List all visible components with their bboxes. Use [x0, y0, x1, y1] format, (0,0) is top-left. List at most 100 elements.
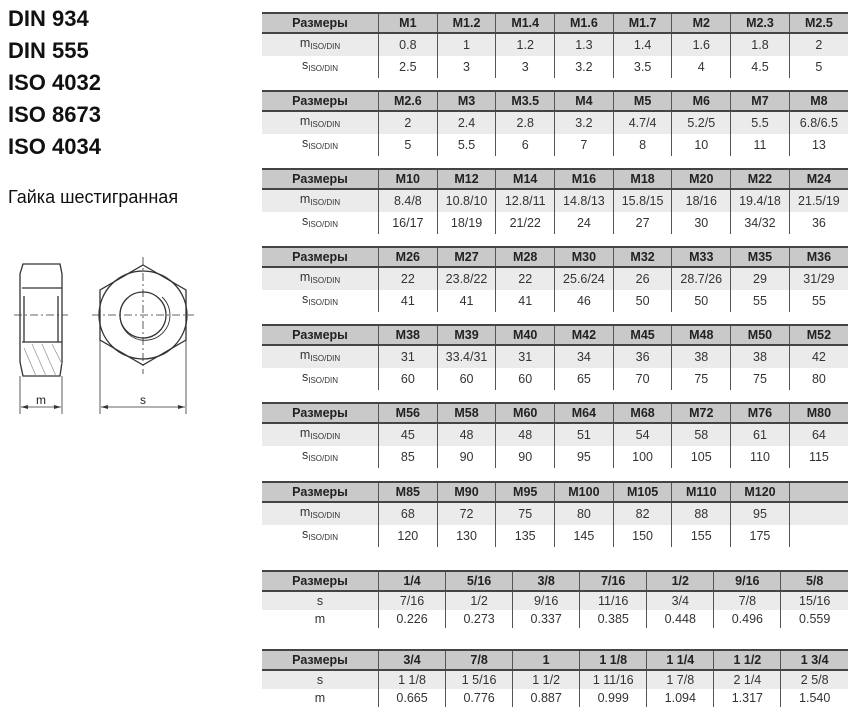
value-cell: 1.8 [730, 33, 790, 56]
value-cell: 1.2 [495, 33, 555, 56]
row-label: mISO/DIN [262, 502, 379, 525]
value-cell: 75 [495, 502, 555, 525]
size-header-cell: M4 [554, 90, 614, 112]
value-cell: 29 [730, 267, 790, 290]
value-cell: 8 [612, 134, 672, 156]
value-cell: 22 [495, 267, 555, 290]
size-header-cell: M27 [436, 246, 496, 268]
size-header-cell: M80 [788, 402, 848, 424]
value-cell: 1.094 [646, 689, 714, 707]
size-header-cell: M38 [378, 324, 438, 346]
size-header-cell: M7 [730, 90, 790, 112]
table-row: m 0.665 0.776 0.887 0.999 1.094 1.317 1.540 [262, 689, 848, 707]
size-header-cell: M56 [378, 402, 438, 424]
standard-title: DIN 934 [8, 6, 89, 31]
value-cell: 21.5/19 [788, 189, 848, 212]
header-label: Размеры [262, 168, 379, 190]
value-cell: 26 [612, 267, 672, 290]
table-row: mISO/DIN 2 2.4 2.8 3.2 4.7/4 5.2/5 5.5 6.8/6.5 [262, 111, 848, 134]
row-label-symbol: m [299, 114, 311, 128]
value-cell: 45 [378, 423, 438, 446]
value-cell: 7/8 [713, 591, 781, 610]
row-label-subscript: ISO/DIN [310, 120, 341, 129]
value-cell: 145 [554, 525, 614, 547]
value-cell: 13 [788, 134, 848, 156]
value-cell: 1.6 [671, 33, 731, 56]
table-row: sISO/DIN 5 5.5 6 7 8 10 11 13 [262, 134, 848, 156]
size-header-cell: M76 [730, 402, 790, 424]
row-label: sISO/DIN [262, 134, 379, 156]
row-label-symbol: m [299, 270, 311, 284]
value-cell: 0.496 [713, 610, 781, 628]
m-dimension-label: m [36, 393, 46, 407]
value-cell: 28.7/26 [671, 267, 731, 290]
size-header-cell: M32 [612, 246, 672, 268]
size-table: Размеры 3/4 7/8 1 1 1/8 1 1/4 1 1/2 1 3/4 s 1 1/8… [262, 649, 848, 707]
table-row: s 1 1/8 1 5/16 1 1/2 1 11/16 1 7/8 2 1/4 2 5/8 [262, 670, 848, 689]
row-label-symbol: m [299, 505, 311, 519]
size-table: Размеры M1 M1.2 M1.4 M1.6 M1.7 M2 M2.3 M2.5 mISO/… [262, 12, 848, 78]
size-header-cell: M20 [671, 168, 731, 190]
size-header-cell: M33 [671, 246, 731, 268]
table-row: sISO/DIN 120 130 135 145 150 155 175 [262, 525, 848, 547]
table-header-row: Размеры M10 M12 M14 M16 M18 M20 M22 M24 [262, 168, 848, 190]
size-header-cell: 7/8 [445, 649, 513, 671]
table-header-row: Размеры M85 M90 M95 M100 M105 M110 M120 [262, 481, 848, 503]
value-cell: 90 [495, 446, 555, 468]
value-cell: 1.3 [554, 33, 614, 56]
size-header-cell: M1 [378, 12, 438, 34]
row-label: mISO/DIN [262, 189, 379, 212]
value-cell: 0.337 [512, 610, 580, 628]
row-label: sISO/DIN [262, 212, 379, 234]
value-cell: 5.5 [730, 111, 790, 134]
size-header-cell: M24 [788, 168, 848, 190]
size-table: Размеры M38 M39 M40 M42 M45 M48 M50 M52 mISO/DIN 3… [262, 324, 848, 390]
standard-title: ISO 4032 [8, 70, 101, 95]
header-label: Размеры [262, 246, 379, 268]
size-header-cell: M18 [612, 168, 672, 190]
value-cell: 11/16 [579, 591, 647, 610]
size-table: Размеры M10 M12 M14 M16 M18 M20 M22 M24 mISO/DIN 8… [262, 168, 848, 234]
table-header-row: Размеры M38 M39 M40 M42 M45 M48 M50 M52 [262, 324, 848, 346]
value-cell: 1 [436, 33, 496, 56]
row-label: mISO/DIN [262, 345, 379, 368]
value-cell [788, 525, 848, 547]
value-cell: 42 [788, 345, 848, 368]
value-cell: 0.226 [377, 610, 446, 628]
size-header-cell: M100 [554, 481, 614, 503]
size-header-cell: M26 [378, 246, 438, 268]
value-cell: 3/4 [646, 591, 714, 610]
value-cell: 80 [554, 502, 614, 525]
size-header-cell: M5 [612, 90, 672, 112]
value-cell: 5 [378, 134, 438, 156]
value-cell: 10 [671, 134, 731, 156]
value-cell: 6.8/6.5 [788, 111, 848, 134]
row-label-subscript: ISO/DIN [310, 276, 341, 285]
size-header-cell: M2.5 [788, 12, 848, 34]
size-header-cell: M42 [554, 324, 614, 346]
value-cell: 22 [378, 267, 438, 290]
value-cell: 18/16 [671, 189, 731, 212]
size-header-cell: M6 [671, 90, 731, 112]
row-label-subscript: ISO/DIN [310, 198, 341, 207]
row-label: sISO/DIN [262, 525, 379, 547]
size-header-cell: 7/16 [579, 570, 647, 592]
size-header-cell: M14 [495, 168, 555, 190]
value-cell: 33.4/31 [436, 345, 496, 368]
size-header-cell: 9/16 [713, 570, 781, 592]
value-cell: 41 [436, 290, 496, 312]
row-label-symbol: s [301, 214, 309, 228]
value-cell: 31 [378, 345, 438, 368]
product-subtitle: Гайка шестигранная [8, 187, 179, 207]
row-label-symbol: s [301, 136, 309, 150]
table-row: sISO/DIN 16/17 18/19 21/22 24 27 30 34/32 36 [262, 212, 848, 234]
table-row: s 7/16 1/2 9/16 11/16 3/4 7/8 15/16 [262, 591, 848, 610]
size-header-cell: M68 [612, 402, 672, 424]
size-header-cell: M30 [554, 246, 614, 268]
size-header-cell: M3 [436, 90, 496, 112]
row-label-symbol: m [314, 612, 326, 626]
row-label-subscript: ISO/DIN [308, 298, 339, 307]
row-label-subscript: ISO/DIN [308, 533, 339, 542]
value-cell: 75 [730, 368, 790, 390]
size-header-cell: M45 [612, 324, 672, 346]
